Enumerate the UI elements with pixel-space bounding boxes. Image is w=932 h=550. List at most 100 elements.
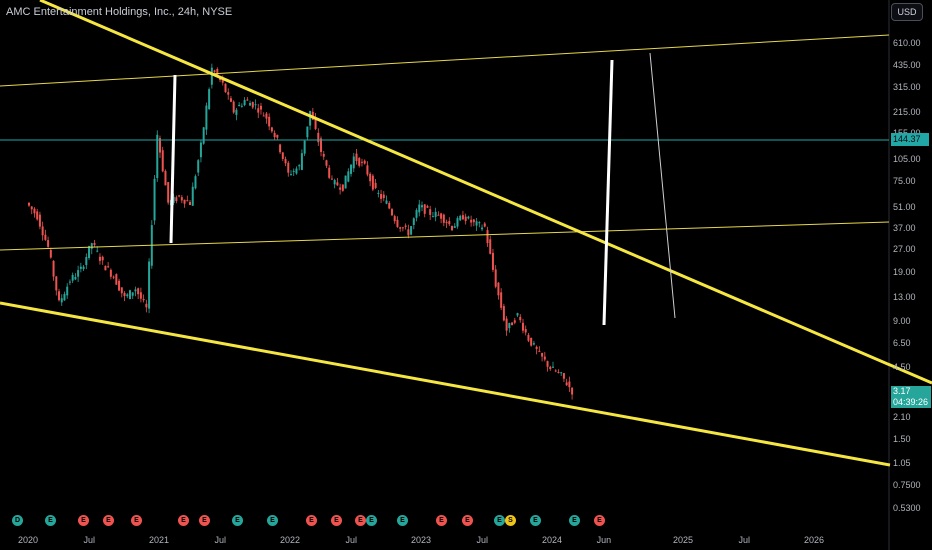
candle-body xyxy=(49,249,52,258)
candle-body xyxy=(159,138,161,153)
earnings-marker[interactable]: E xyxy=(199,515,210,526)
earnings-marker[interactable]: E xyxy=(131,515,142,526)
dividend-marker[interactable]: D xyxy=(12,515,23,526)
candle-body xyxy=(344,175,347,189)
candle-body xyxy=(317,132,320,143)
earnings-marker[interactable]: E xyxy=(45,515,56,526)
candle-body xyxy=(287,162,290,173)
candle-body xyxy=(360,161,363,163)
bar-countdown: 04:39:26 xyxy=(893,397,929,407)
earnings-marker[interactable]: E xyxy=(569,515,580,526)
candle-body xyxy=(314,117,317,129)
candle-body xyxy=(497,282,500,296)
candle-body xyxy=(456,218,459,227)
candle-body xyxy=(153,178,156,221)
candle-body xyxy=(549,366,552,370)
price-tick: 105.00 xyxy=(893,154,921,165)
candle-body xyxy=(434,211,437,217)
candle-body xyxy=(508,322,511,329)
earnings-marker[interactable]: E xyxy=(331,515,342,526)
candle-body xyxy=(448,221,451,225)
candle-body xyxy=(404,225,407,227)
candle-body xyxy=(229,98,232,102)
candle-body xyxy=(33,208,36,214)
candle-body xyxy=(265,113,268,119)
candle-body xyxy=(161,150,164,172)
candle-body xyxy=(28,202,30,206)
candle-body xyxy=(156,134,159,179)
candle-body xyxy=(470,219,473,223)
candle-body xyxy=(530,337,533,346)
time-tick: Jul xyxy=(214,535,227,545)
candle-body xyxy=(82,266,85,270)
candle-body xyxy=(191,186,194,206)
earnings-marker[interactable]: E xyxy=(267,515,278,526)
earnings-marker[interactable]: E xyxy=(436,515,447,526)
price-tick: 6.50 xyxy=(893,337,911,348)
candle-body xyxy=(262,115,265,117)
candle-body xyxy=(369,173,372,182)
candle-body xyxy=(240,105,243,107)
candle-body xyxy=(552,366,554,368)
price-tick: 0.7500 xyxy=(893,480,921,491)
candle-body xyxy=(467,216,470,219)
earnings-marker[interactable]: E xyxy=(397,515,408,526)
earnings-marker[interactable]: E xyxy=(355,515,366,526)
candle-body xyxy=(131,292,134,296)
earnings-marker[interactable]: E xyxy=(594,515,605,526)
price-tick: 1.50 xyxy=(893,434,911,445)
candle-body xyxy=(63,293,66,301)
candle-body xyxy=(554,370,557,372)
earnings-marker[interactable]: E xyxy=(103,515,114,526)
candle-body xyxy=(418,204,421,213)
candle-body xyxy=(270,127,273,132)
earnings-marker[interactable]: E xyxy=(462,515,473,526)
candle-body xyxy=(79,266,82,269)
candle-body xyxy=(167,182,170,203)
candle-body xyxy=(429,209,432,215)
upper-channel-line[interactable] xyxy=(0,34,890,87)
candle-body xyxy=(273,132,276,138)
candle-body xyxy=(431,216,434,218)
candle-body xyxy=(568,381,571,388)
candle-body xyxy=(257,108,260,113)
earnings-marker[interactable]: E xyxy=(178,515,189,526)
candle-body xyxy=(445,221,448,224)
price-tick: 435.00 xyxy=(893,60,921,71)
earnings-marker[interactable]: E xyxy=(494,515,505,526)
earnings-marker[interactable]: E xyxy=(530,515,541,526)
support-trendline[interactable] xyxy=(0,301,891,467)
white-projection-line[interactable] xyxy=(169,74,177,244)
time-tick: 2022 xyxy=(280,535,301,545)
candle-body xyxy=(513,320,516,323)
candle-body xyxy=(183,199,186,204)
currency-button[interactable]: USD xyxy=(891,3,923,21)
earnings-marker[interactable]: E xyxy=(78,515,89,526)
candle-body xyxy=(464,216,467,222)
candle-body xyxy=(358,157,361,166)
candle-body xyxy=(232,101,235,113)
thin-projection-line[interactable] xyxy=(649,52,676,319)
time-tick: Jul xyxy=(345,535,358,545)
candle-body xyxy=(377,192,380,194)
price-tick: 315.00 xyxy=(893,81,921,92)
mid-channel-line[interactable] xyxy=(0,221,890,251)
candle-body xyxy=(475,221,478,226)
earnings-marker[interactable]: E xyxy=(366,515,377,526)
descending-trendline[interactable] xyxy=(39,0,932,385)
candle-body xyxy=(90,243,93,249)
candle-body xyxy=(560,372,563,374)
candle-body xyxy=(355,153,358,162)
target-arrow-line[interactable] xyxy=(602,59,614,326)
candle-body xyxy=(74,276,77,280)
earnings-marker[interactable]: E xyxy=(232,515,243,526)
candle-body xyxy=(519,316,522,321)
candle-body xyxy=(385,200,388,204)
candle-body xyxy=(88,245,91,258)
candle-body xyxy=(189,202,192,205)
last-price-label: 3.17 04:39:26 xyxy=(891,386,931,408)
plot-area xyxy=(0,0,890,512)
earnings-marker[interactable]: E xyxy=(306,515,317,526)
split-marker[interactable]: S xyxy=(505,515,516,526)
